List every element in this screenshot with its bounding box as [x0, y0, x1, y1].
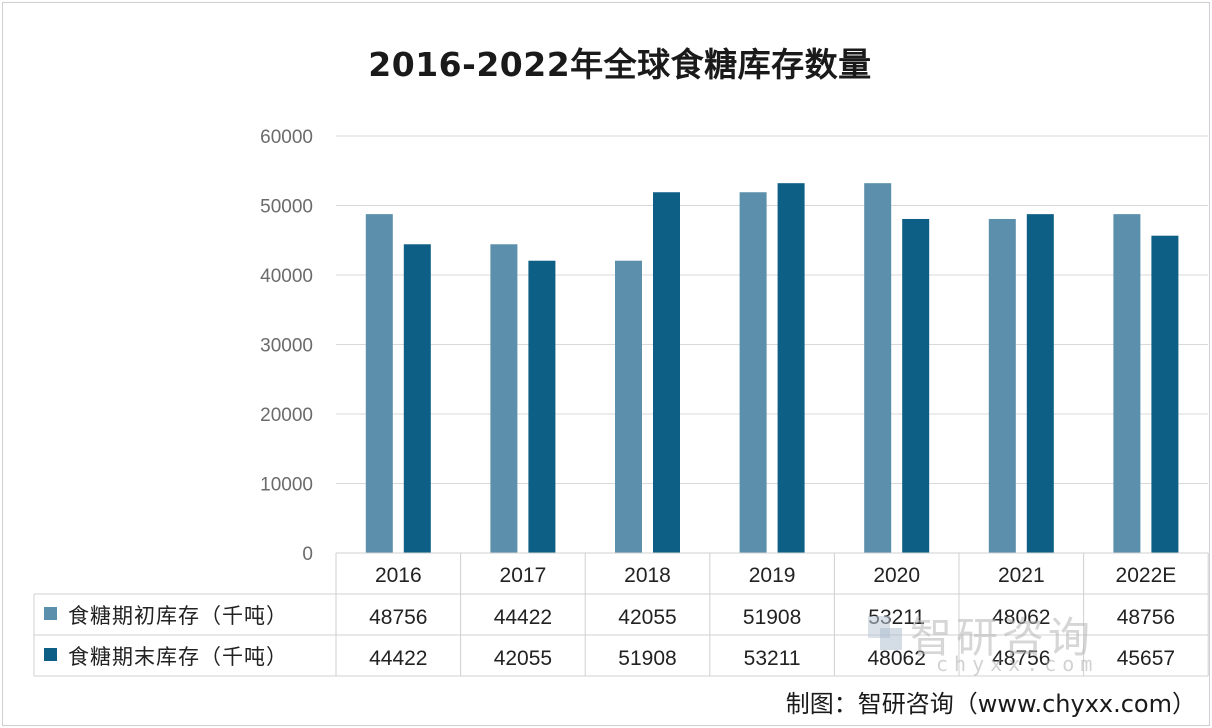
bar-opening-2022E [1113, 214, 1141, 553]
watermark-logo-icon [868, 616, 902, 650]
bar-closing-2017 [528, 260, 556, 553]
data-table: 2016 2017 2018 2019 2020 2021 2022E 食糖期初库存（千吨） 4… [33, 552, 1209, 677]
x-tick-label: 2018 [624, 564, 671, 587]
bar-closing-2018 [653, 192, 680, 554]
data-label: 48062 [992, 606, 1050, 629]
data-label: 48756 [369, 606, 427, 629]
data-label: 48062 [867, 647, 925, 670]
data-label: 45657 [1117, 647, 1175, 670]
x-tick-label: 2017 [500, 564, 547, 587]
y-tick-label: 40000 [260, 266, 313, 287]
data-label: 53211 [744, 647, 801, 670]
bar-closing-2016 [403, 244, 431, 554]
y-tick-label: 10000 [260, 475, 313, 496]
bar-closing-2021 [1026, 214, 1054, 553]
credit-text: 制图：智研咨询（www.chyxx.com） [785, 690, 1196, 718]
data-label: 48756 [1117, 606, 1175, 629]
y-tick-label: 30000 [260, 336, 313, 357]
y-tick-label: 0 [302, 544, 313, 565]
data-label: 51908 [618, 647, 676, 670]
watermark-text: 智研咨询 [910, 613, 1095, 662]
data-label: 42055 [494, 647, 552, 670]
gridlines [336, 135, 1209, 554]
legend-swatch [44, 648, 57, 661]
bars [365, 183, 1179, 554]
bar-opening-2019 [739, 192, 767, 554]
x-tick-label: 2019 [749, 564, 796, 587]
bar-opening-2020 [864, 183, 892, 554]
y-axis-ticks: 0 10000 20000 30000 40000 50000 60000 [260, 127, 313, 565]
data-label: 44422 [494, 606, 552, 629]
legend-label: 食糖期末库存（千吨） [68, 645, 288, 669]
y-tick-label: 20000 [260, 405, 313, 426]
x-tick-label: 2016 [375, 564, 422, 587]
chart-title: 2016-2022年全球食糖库存数量 [368, 45, 872, 84]
bar-closing-2022E [1151, 235, 1179, 554]
y-tick-label: 60000 [260, 127, 313, 148]
x-tick-label: 2020 [873, 564, 920, 587]
legend-swatch [44, 607, 57, 620]
bar-closing-2019 [777, 183, 805, 554]
data-label: 44422 [369, 647, 427, 670]
watermark-sub: chyxx.com [936, 652, 1099, 676]
data-label: 42055 [618, 606, 676, 629]
x-tick-label: 2022E [1116, 564, 1177, 587]
bar-opening-2021 [988, 218, 1016, 553]
data-label: 48756 [992, 647, 1050, 670]
bar-opening-2018 [615, 260, 642, 553]
x-tick-label: 2021 [998, 564, 1045, 587]
y-tick-label: 50000 [260, 197, 313, 218]
data-label: 51908 [743, 606, 801, 629]
bar-closing-2020 [902, 218, 930, 553]
bar-opening-2016 [365, 214, 393, 553]
bar-opening-2017 [490, 244, 518, 554]
legend-label: 食糖期初库存（千吨） [68, 604, 288, 628]
